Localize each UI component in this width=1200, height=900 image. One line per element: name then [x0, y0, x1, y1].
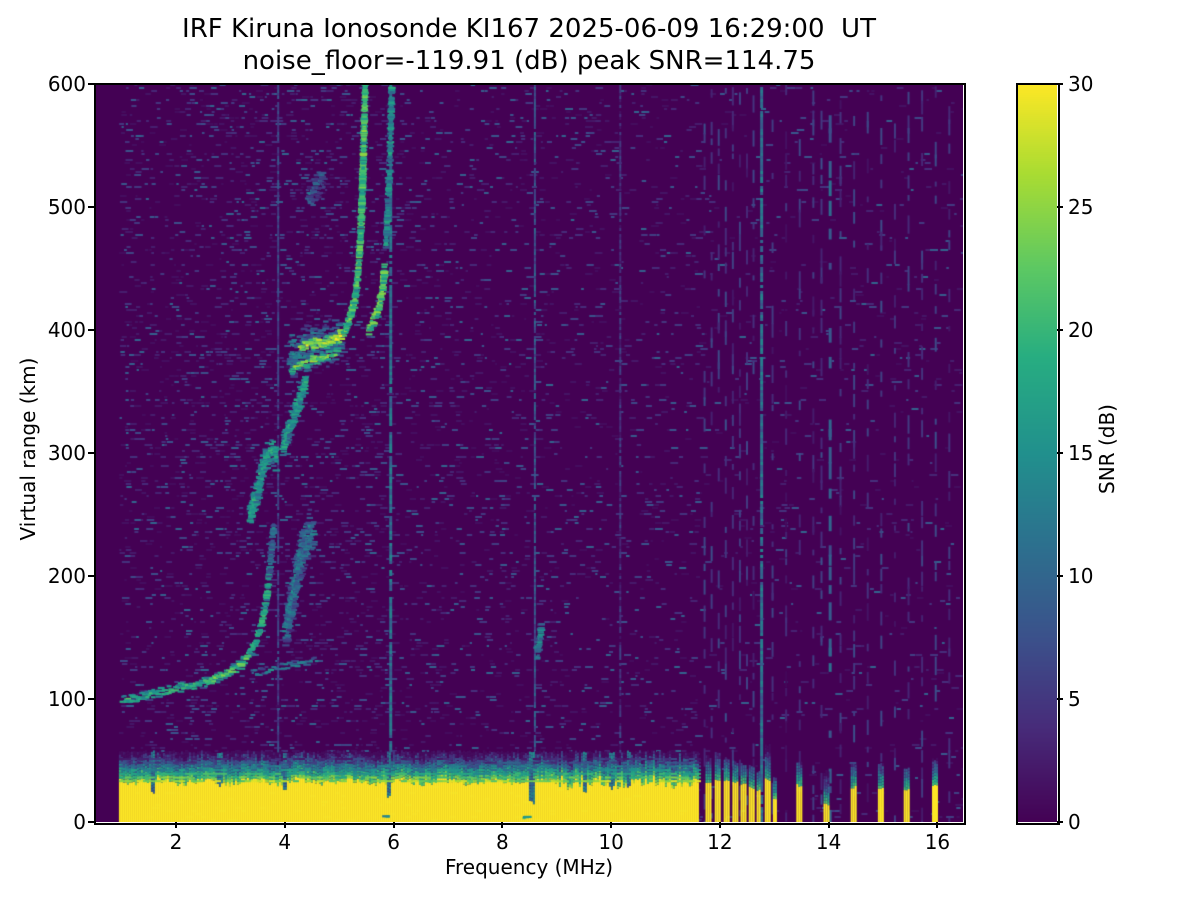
- colorbar-tick-label: 15: [1068, 441, 1094, 465]
- colorbar-tick-mark: [1057, 83, 1063, 85]
- colorbar-tick-label: 0: [1068, 810, 1081, 834]
- y-tick-mark: [88, 821, 94, 823]
- x-tick-label: 6: [387, 830, 400, 854]
- colorbar-tick-label: 30: [1068, 72, 1094, 96]
- x-tick-mark: [175, 822, 178, 828]
- y-tick-mark: [88, 329, 94, 331]
- y-tick-label: 400: [47, 318, 86, 342]
- y-tick-label: 600: [47, 72, 86, 96]
- colorbar: [1017, 84, 1057, 822]
- chart-title-line2: noise_floor=-119.91 (dB) peak SNR=114.75: [242, 46, 816, 76]
- x-tick-label: 2: [169, 830, 183, 854]
- ionogram-heatmap: [95, 84, 963, 822]
- x-tick-mark: [610, 822, 613, 828]
- y-tick-mark: [88, 206, 94, 208]
- x-tick-label: 10: [598, 830, 624, 854]
- colorbar-tick-mark: [1057, 575, 1063, 577]
- chart-title-line1: IRF Kiruna Ionosonde KI167 2025-06-09 16…: [182, 14, 876, 44]
- y-tick-label: 0: [73, 810, 86, 834]
- x-tick-label: 8: [495, 830, 509, 854]
- colorbar-tick-mark: [1057, 698, 1063, 700]
- colorbar-tick-mark: [1057, 206, 1063, 208]
- colorbar-tick-mark: [1057, 821, 1063, 823]
- colorbar-tick-label: 25: [1068, 195, 1094, 219]
- y-tick-label: 300: [47, 441, 86, 465]
- colorbar-tick-label: 20: [1068, 318, 1094, 342]
- y-tick-mark: [88, 83, 94, 85]
- colorbar-tick-mark: [1057, 329, 1063, 331]
- y-tick-mark: [88, 452, 94, 454]
- y-tick-label: 100: [47, 687, 86, 711]
- colorbar-tick-label: 5: [1068, 687, 1081, 711]
- chart-title: IRF Kiruna Ionosonde KI167 2025-06-09 16…: [95, 13, 963, 77]
- y-tick-label: 200: [47, 564, 86, 588]
- x-tick-mark: [392, 822, 395, 828]
- y-tick-mark: [88, 698, 94, 700]
- y-tick-mark: [88, 575, 94, 577]
- x-tick-label: 14: [815, 830, 842, 854]
- colorbar-tick-label: 10: [1068, 564, 1094, 588]
- x-tick-mark: [283, 822, 286, 828]
- x-tick-label: 16: [924, 830, 951, 854]
- x-tick-mark: [936, 822, 939, 828]
- x-axis-label: Frequency (MHz): [444, 855, 614, 879]
- colorbar-tick-mark: [1057, 452, 1063, 454]
- x-tick-mark: [501, 822, 504, 828]
- x-tick-label: 4: [278, 830, 292, 854]
- x-tick-mark: [718, 822, 721, 828]
- x-tick-label: 12: [707, 830, 733, 854]
- y-tick-label: 500: [47, 195, 86, 219]
- x-tick-mark: [827, 822, 830, 828]
